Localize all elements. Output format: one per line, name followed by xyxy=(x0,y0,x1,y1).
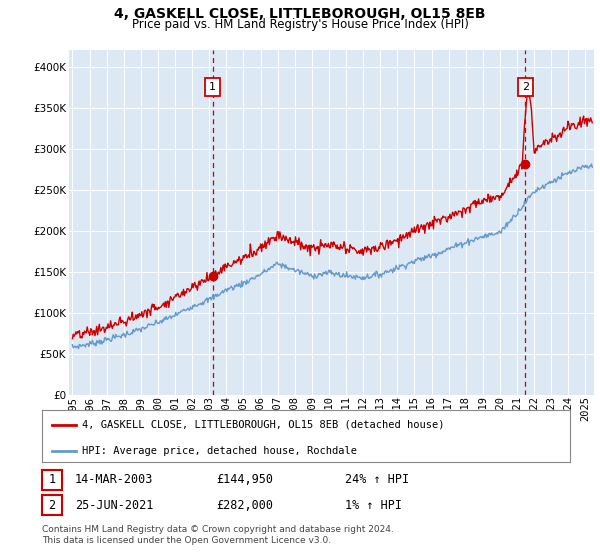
Text: Price paid vs. HM Land Registry's House Price Index (HPI): Price paid vs. HM Land Registry's House … xyxy=(131,18,469,31)
Text: 4, GASKELL CLOSE, LITTLEBOROUGH, OL15 8EB: 4, GASKELL CLOSE, LITTLEBOROUGH, OL15 8E… xyxy=(114,7,486,21)
Text: £282,000: £282,000 xyxy=(216,498,273,512)
Text: 1: 1 xyxy=(209,82,216,92)
Text: HPI: Average price, detached house, Rochdale: HPI: Average price, detached house, Roch… xyxy=(82,446,356,455)
Text: 25-JUN-2021: 25-JUN-2021 xyxy=(75,498,154,512)
Text: 14-MAR-2003: 14-MAR-2003 xyxy=(75,473,154,487)
Text: 2: 2 xyxy=(521,82,529,92)
Text: £144,950: £144,950 xyxy=(216,473,273,487)
Text: 24% ↑ HPI: 24% ↑ HPI xyxy=(345,473,409,487)
Text: Contains HM Land Registry data © Crown copyright and database right 2024.
This d: Contains HM Land Registry data © Crown c… xyxy=(42,525,394,545)
Text: 1: 1 xyxy=(49,473,55,487)
Text: 2: 2 xyxy=(49,498,55,512)
Text: 4, GASKELL CLOSE, LITTLEBOROUGH, OL15 8EB (detached house): 4, GASKELL CLOSE, LITTLEBOROUGH, OL15 8E… xyxy=(82,419,444,430)
Text: 1% ↑ HPI: 1% ↑ HPI xyxy=(345,498,402,512)
